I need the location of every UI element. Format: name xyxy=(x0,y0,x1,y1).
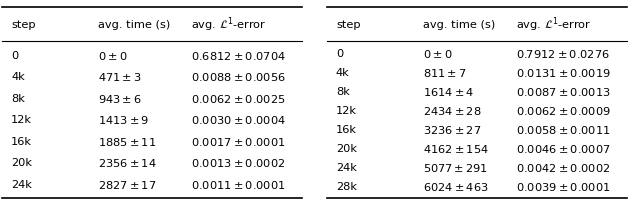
Text: $0 \pm 0$: $0 \pm 0$ xyxy=(423,48,452,60)
Text: $5077 \pm 291$: $5077 \pm 291$ xyxy=(423,161,488,173)
Text: $1614 \pm 4$: $1614 \pm 4$ xyxy=(423,86,474,98)
Text: avg. $\mathcal{L}^1$-error: avg. $\mathcal{L}^1$-error xyxy=(191,16,266,34)
Text: 20k: 20k xyxy=(11,158,32,168)
Text: 20k: 20k xyxy=(336,143,357,153)
Text: $0.0013 \pm 0.0002$: $0.0013 \pm 0.0002$ xyxy=(191,157,285,169)
Text: 0: 0 xyxy=(336,49,343,59)
Text: $0.0131 \pm 0.0019$: $0.0131 \pm 0.0019$ xyxy=(516,67,611,79)
Text: $0.0046 \pm 0.0007$: $0.0046 \pm 0.0007$ xyxy=(516,142,611,154)
Text: $471 \pm 3$: $471 \pm 3$ xyxy=(98,71,142,83)
Text: 12k: 12k xyxy=(336,105,357,115)
Text: $0.7912 \pm 0.0276$: $0.7912 \pm 0.0276$ xyxy=(516,48,609,60)
Text: 12k: 12k xyxy=(11,115,32,125)
Text: $2356 \pm 14$: $2356 \pm 14$ xyxy=(98,157,157,169)
Text: 24k: 24k xyxy=(336,162,357,172)
Text: 4k: 4k xyxy=(336,68,349,78)
Text: 16k: 16k xyxy=(336,124,357,134)
Text: 8k: 8k xyxy=(11,93,25,103)
Text: $0.6812 \pm 0.0704$: $0.6812 \pm 0.0704$ xyxy=(191,49,285,62)
Text: $0.0030 \pm 0.0004$: $0.0030 \pm 0.0004$ xyxy=(191,114,285,126)
Text: $943 \pm 6$: $943 \pm 6$ xyxy=(98,92,142,104)
Text: $0.0087 \pm 0.0013$: $0.0087 \pm 0.0013$ xyxy=(516,86,611,98)
Text: 16k: 16k xyxy=(11,136,32,146)
Text: $0.0042 \pm 0.0002$: $0.0042 \pm 0.0002$ xyxy=(516,161,610,173)
Text: avg. time (s): avg. time (s) xyxy=(98,20,170,30)
Text: $4162 \pm 154$: $4162 \pm 154$ xyxy=(423,142,489,154)
Text: $0.0039 \pm 0.0001$: $0.0039 \pm 0.0001$ xyxy=(516,180,610,192)
Text: $1413 \pm 9$: $1413 \pm 9$ xyxy=(98,114,149,126)
Text: $0 \pm 0$: $0 \pm 0$ xyxy=(98,49,127,62)
Text: $1885 \pm 11$: $1885 \pm 11$ xyxy=(98,135,156,147)
Text: $811 \pm 7$: $811 \pm 7$ xyxy=(423,67,467,79)
Text: 28k: 28k xyxy=(336,181,357,191)
Text: $2827 \pm 17$: $2827 \pm 17$ xyxy=(98,178,156,190)
Text: 8k: 8k xyxy=(336,87,350,97)
Text: $0.0017 \pm 0.0001$: $0.0017 \pm 0.0001$ xyxy=(191,135,285,147)
Text: avg. time (s): avg. time (s) xyxy=(423,20,495,30)
Text: $3236 \pm 27$: $3236 \pm 27$ xyxy=(423,123,481,135)
Text: $6024 \pm 463$: $6024 \pm 463$ xyxy=(423,180,488,192)
Text: $0.0062 \pm 0.0025$: $0.0062 \pm 0.0025$ xyxy=(191,92,285,104)
Text: avg. $\mathcal{L}^1$-error: avg. $\mathcal{L}^1$-error xyxy=(516,16,591,34)
Text: $0.0058 \pm 0.0011$: $0.0058 \pm 0.0011$ xyxy=(516,123,610,135)
Text: 24k: 24k xyxy=(11,179,32,189)
Text: $0.0088 \pm 0.0056$: $0.0088 \pm 0.0056$ xyxy=(191,71,285,83)
Text: $0.0062 \pm 0.0009$: $0.0062 \pm 0.0009$ xyxy=(516,104,611,116)
Text: $0.0011 \pm 0.0001$: $0.0011 \pm 0.0001$ xyxy=(191,178,285,190)
Text: 4k: 4k xyxy=(11,72,25,82)
Text: 0: 0 xyxy=(11,50,19,61)
Text: $2434 \pm 28$: $2434 \pm 28$ xyxy=(423,104,481,116)
Text: step: step xyxy=(336,20,360,30)
Text: step: step xyxy=(11,20,36,30)
